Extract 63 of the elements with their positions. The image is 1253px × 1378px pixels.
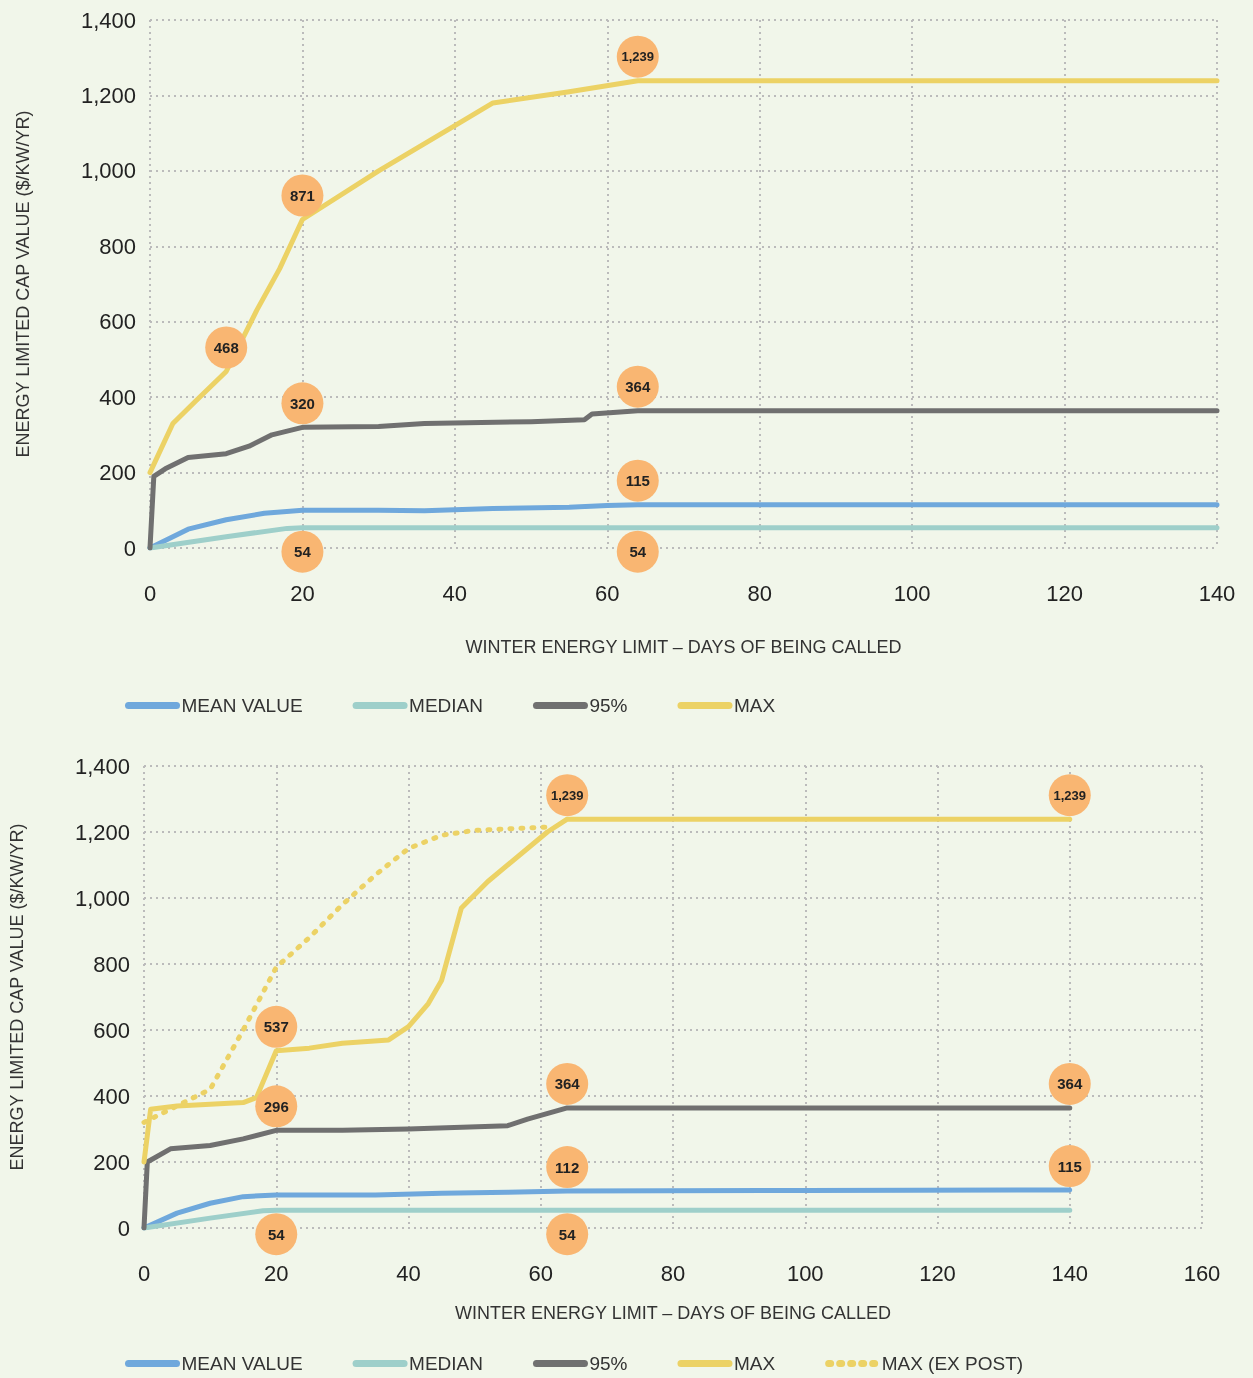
data-label: 364	[1057, 1075, 1083, 1093]
y-tick-label: 1,400	[80, 7, 136, 33]
y-tick-label: 1,200	[80, 82, 136, 108]
data-label: 871	[289, 187, 315, 205]
legend-label: 95%	[589, 695, 628, 716]
x-tick-label: 100	[786, 1260, 824, 1286]
legend-label: MEDIAN	[409, 695, 483, 716]
data-label: 1,239	[1053, 787, 1087, 803]
y-tick-label: 400	[99, 384, 136, 410]
x-tick-label: 140	[1051, 1260, 1089, 1286]
y-tick-label: 0	[123, 535, 136, 561]
data-label: 364	[625, 378, 651, 396]
y-tick-label: 0	[117, 1215, 130, 1241]
data-label: 112	[555, 1158, 580, 1176]
y-tick-label: 1,000	[74, 885, 130, 911]
data-label: 54	[267, 1225, 286, 1243]
legend-label: MAX	[733, 1353, 776, 1374]
data-label: 320	[289, 394, 315, 412]
y-tick-label: 600	[93, 1017, 130, 1043]
y-tick-label: 800	[93, 951, 130, 977]
y-axis-title: ENERGY LIMITED CAP VALUE ($/KW/YR)	[13, 110, 33, 458]
x-tick-label: 80	[660, 1260, 686, 1286]
x-tick-label: 20	[264, 1260, 289, 1286]
data-label: 54	[294, 543, 312, 561]
y-axis-title: ENERGY LIMITED CAP VALUE ($/KW/YR)	[7, 823, 27, 1171]
x-tick-label: 160	[1183, 1260, 1221, 1286]
data-label: 54	[629, 543, 647, 561]
x-axis-title: WINTER ENERGY LIMIT – DAYS OF BEING CALLED	[454, 1303, 892, 1323]
y-tick-label: 1,400	[74, 753, 130, 779]
data-label: 1,239	[621, 49, 655, 65]
x-tick-label: 40	[396, 1260, 421, 1286]
y-tick-label: 200	[99, 460, 136, 486]
legend-label: MEAN VALUE	[181, 695, 303, 716]
x-tick-label: 0	[143, 580, 157, 606]
y-tick-label: 800	[99, 233, 136, 259]
y-tick-label: 200	[93, 1149, 130, 1175]
legend-label: MEAN VALUE	[181, 1353, 303, 1374]
data-label: 537	[263, 1018, 289, 1036]
y-tick-label: 600	[99, 309, 136, 335]
data-label: 54	[558, 1225, 577, 1243]
y-tick-label: 1,200	[74, 819, 130, 845]
y-tick-label: 400	[93, 1083, 130, 1109]
legend-label: MAX	[733, 695, 776, 716]
x-tick-label: 60	[595, 580, 620, 606]
data-label: 296	[263, 1097, 289, 1115]
x-tick-label: 120	[919, 1260, 956, 1286]
x-tick-label: 100	[893, 580, 931, 606]
legend-label: MEDIAN	[409, 1353, 483, 1374]
data-label: 115	[1057, 1157, 1082, 1175]
data-label: 115	[625, 472, 650, 490]
x-axis-title: WINTER ENERGY LIMIT – DAYS OF BEING CALLED	[465, 637, 902, 657]
x-tick-label: 60	[528, 1260, 553, 1286]
x-tick-label: 120	[1046, 580, 1083, 606]
y-tick-label: 1,000	[80, 158, 136, 184]
legend-label: 95%	[589, 1353, 628, 1374]
legend-label: MAX (EX POST)	[881, 1353, 1024, 1374]
x-tick-label: 80	[747, 580, 772, 606]
data-label: 468	[213, 339, 239, 356]
x-tick-label: 20	[290, 580, 315, 606]
x-tick-label: 140	[1198, 580, 1236, 606]
data-label: 364	[554, 1075, 581, 1093]
data-label: 1,239	[550, 787, 584, 803]
x-tick-label: 40	[442, 580, 468, 606]
